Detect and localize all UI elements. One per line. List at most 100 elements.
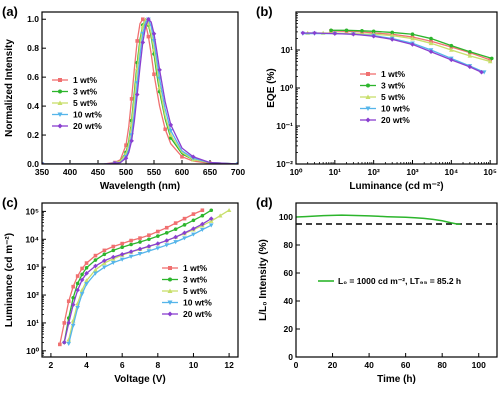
- y-tick-label: 10³: [27, 262, 39, 272]
- data-point: [79, 292, 85, 297]
- legend-label: 3 wt%: [381, 81, 406, 91]
- series-line: [42, 18, 238, 164]
- legend: 1 wt% 3 wt%5 wt% 10 wt%20 wt%: [360, 69, 410, 125]
- data-point: [129, 238, 133, 243]
- data-point: [173, 221, 178, 225]
- data-point: [152, 72, 156, 77]
- data-point: [209, 208, 214, 213]
- legend-label: 5 wt%: [381, 92, 406, 102]
- data-point: [191, 226, 196, 231]
- data-point: [111, 248, 116, 253]
- panel-label: (a): [2, 4, 18, 19]
- data-point: [123, 155, 129, 161]
- x-tick-label: 10²: [368, 167, 380, 177]
- y-tick-label: 0.0: [27, 159, 39, 169]
- y-tick-label: 0.4: [27, 101, 39, 111]
- x-tick-label: 4: [84, 360, 89, 370]
- data-point: [84, 278, 89, 283]
- data-point: [429, 36, 433, 41]
- data-point: [66, 299, 71, 304]
- data-point: [129, 138, 134, 144]
- x-axis-title: Luminance (cd m⁻²): [349, 181, 443, 192]
- data-point: [156, 229, 160, 234]
- data-point: [168, 128, 174, 134]
- panel-label: (b): [256, 4, 273, 19]
- data-point: [329, 28, 333, 33]
- data-point: [489, 56, 494, 61]
- data-point: [163, 127, 167, 132]
- data-point: [112, 160, 118, 164]
- y-tick-label: 0.2: [27, 130, 39, 140]
- data-point: [389, 33, 395, 38]
- legend-marker: [167, 311, 173, 317]
- y-tick-label: 0: [288, 352, 293, 362]
- x-axis-title: Time (h): [377, 374, 416, 385]
- data-point: [93, 253, 98, 258]
- data-point: [173, 227, 178, 231]
- legend: 1 wt% 3 wt%5 wt% 10 wt%20 wt%: [162, 263, 212, 319]
- x-tick-label: 10¹: [329, 167, 341, 177]
- data-point: [124, 143, 128, 147]
- data-point: [58, 342, 62, 347]
- series-group: [296, 214, 461, 226]
- data-point: [80, 272, 84, 277]
- y-tick-label: 20: [284, 324, 294, 334]
- data-point: [226, 207, 232, 213]
- legend-marker: [57, 123, 63, 129]
- data-point: [180, 154, 184, 159]
- data-point: [467, 64, 473, 70]
- y-tick-label: 0.8: [27, 43, 39, 53]
- legend-marker: [58, 89, 62, 94]
- data-point: [102, 248, 107, 253]
- data-point: [487, 59, 493, 64]
- legend-label: 20 wt%: [381, 115, 410, 125]
- legend-marker: [57, 100, 63, 105]
- data-point: [102, 265, 107, 270]
- data-point: [84, 271, 89, 276]
- y-tick-label: 10⁻¹: [276, 121, 293, 131]
- data-point: [110, 254, 116, 260]
- data-point: [135, 39, 139, 43]
- data-point: [140, 40, 146, 45]
- legend: 1 wt% 3 wt%5 wt% 10 wt%20 wt%: [52, 75, 102, 131]
- legend-marker: [366, 72, 370, 76]
- data-point: [141, 17, 145, 22]
- legend-label: 1 wt%: [381, 69, 406, 79]
- x-tick-label: 10: [189, 360, 199, 370]
- x-tick-label: 60: [401, 360, 411, 370]
- series-line: [331, 30, 491, 61]
- data-point: [300, 30, 306, 36]
- x-axis-title: Wavelength (nm): [100, 181, 180, 192]
- legend-label: 1 wt%: [73, 75, 98, 85]
- data-point: [93, 263, 98, 269]
- data-point: [410, 42, 415, 47]
- y-tick-label: 10⁰: [280, 83, 293, 93]
- y-tick-label: 10⁴: [25, 234, 39, 244]
- data-point: [75, 305, 80, 311]
- x-tick-label: 550: [147, 167, 161, 177]
- y-tick-label: 10²: [27, 290, 39, 300]
- data-point: [71, 295, 75, 300]
- legend-label: 1 wt%: [183, 263, 208, 273]
- legend-marker: [366, 83, 370, 88]
- y-axis-title: L/L₀ Intensity (%): [258, 239, 269, 321]
- data-point: [84, 265, 89, 270]
- data-point: [371, 29, 376, 34]
- data-point: [80, 266, 84, 271]
- data-point: [79, 277, 85, 283]
- data-point: [146, 243, 152, 249]
- x-tick-label: 0: [294, 360, 299, 370]
- data-point: [84, 282, 89, 287]
- y-tick-label: 10⁵: [26, 206, 39, 216]
- x-axis-title: Voltage (V): [114, 374, 165, 385]
- data-point: [134, 92, 140, 97]
- data-point: [93, 271, 98, 276]
- data-point: [111, 244, 116, 249]
- data-point: [200, 213, 205, 218]
- data-point: [146, 34, 151, 39]
- data-point: [70, 323, 76, 328]
- data-point: [390, 30, 394, 35]
- legend-label: 5 wt%: [73, 98, 98, 108]
